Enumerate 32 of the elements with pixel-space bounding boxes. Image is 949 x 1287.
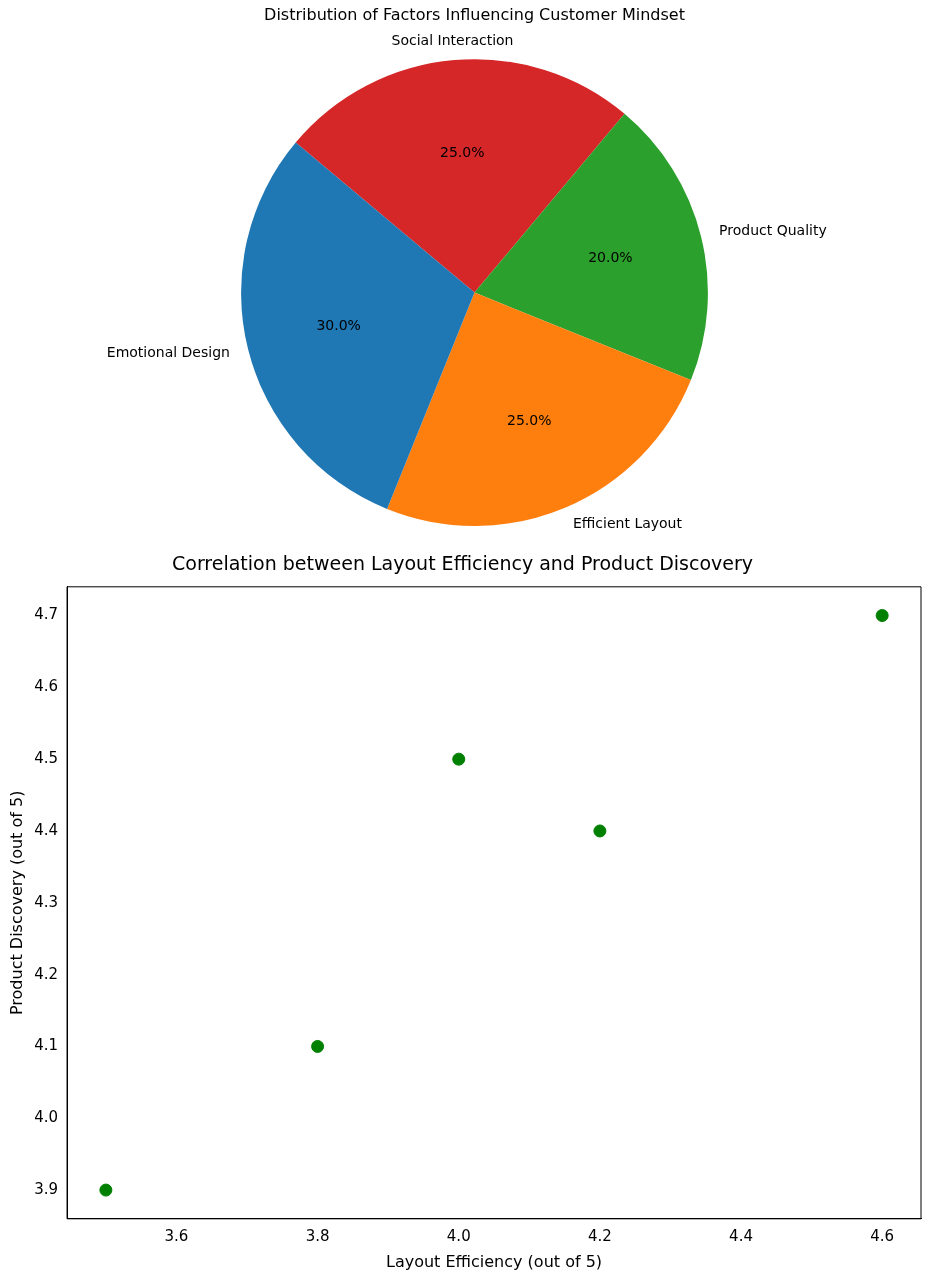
y-tick-label: 4.7 [34, 605, 59, 624]
slice-label: Social Interaction [391, 32, 514, 49]
chart-title: Distribution of Factors Influencing Customer Mindset [264, 4, 685, 24]
data-label: 25.0% [440, 143, 485, 160]
point [875, 609, 889, 623]
y-tick-label: 3.9 [34, 1179, 59, 1198]
y-axis-title: Product Discovery (out of 5) [6, 790, 26, 1016]
y-tick-label: 4.0 [34, 1108, 59, 1127]
x-tick-label: 3.8 [305, 1226, 330, 1245]
x-axis-title: Layout Efficiency (out of 5) [385, 1251, 603, 1271]
y-tick-label: 4.2 [34, 964, 59, 983]
x-tick-label: 4.6 [870, 1226, 895, 1245]
y-tick-label: 4.4 [34, 820, 59, 839]
data-label: 25.0% [506, 412, 552, 429]
data-label: 30.0% [316, 317, 361, 334]
point [99, 1183, 113, 1197]
x-tick-label: 4.2 [587, 1226, 612, 1245]
y-tick-label: 4.6 [34, 677, 59, 696]
slice-label: Emotional Design [106, 344, 230, 361]
point [452, 752, 466, 766]
x-tick-label: 4.0 [446, 1226, 471, 1245]
data-label: 20.0% [588, 249, 633, 266]
y-tick-label: 4.1 [34, 1036, 59, 1055]
y-tick-label: 4.3 [34, 892, 59, 911]
chart-title: Correlation between Layout Efficiency and Product Discovery [171, 552, 754, 575]
x-tick-label: 4.4 [729, 1226, 753, 1245]
point [593, 824, 607, 838]
x-tick-label: 3.6 [164, 1226, 189, 1245]
slice-label: Efficient Layout [572, 515, 683, 532]
y-tick-label: 4.5 [34, 749, 59, 768]
slice-label: Product Quality [719, 222, 827, 239]
point [311, 1039, 325, 1053]
